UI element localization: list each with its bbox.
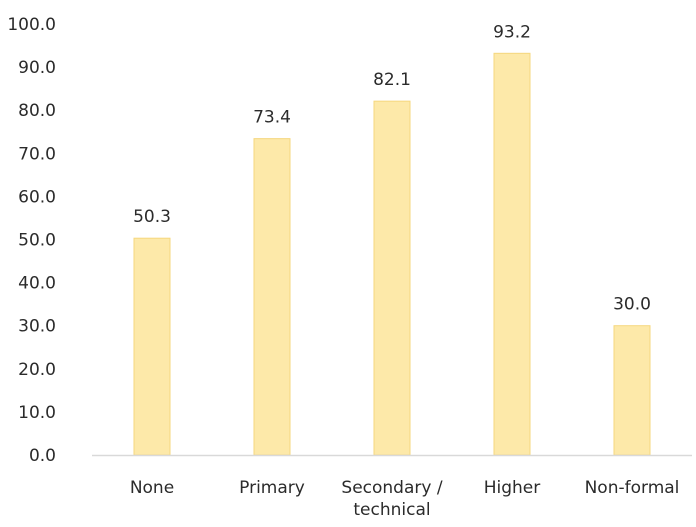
bar-higher [493, 52, 531, 456]
y-tick-label: 80.0 [18, 101, 56, 121]
y-tick-label: 70.0 [18, 144, 56, 164]
x-tick-label-line: Non-formal [585, 478, 680, 498]
y-tick-label: 30.0 [18, 317, 56, 337]
x-tick-label: Secondary / technical [341, 478, 442, 520]
data-label: 50.3 [133, 207, 171, 227]
x-axis: None Primary Secondary / technical Higher Non… [130, 478, 680, 520]
x-tick-label: Non-formal [585, 478, 680, 498]
data-label: 82.1 [373, 70, 411, 90]
bar-series [133, 52, 651, 456]
bar-secondary-technical [373, 100, 411, 456]
data-label: 93.2 [493, 22, 531, 42]
y-tick-label: 0.0 [29, 446, 56, 466]
x-tick-label-line: technical [353, 500, 430, 520]
x-tick-label: None [130, 478, 174, 498]
y-tick-label: 40.0 [18, 274, 56, 294]
x-tick-label: Primary [239, 478, 305, 498]
y-tick-label: 90.0 [18, 58, 56, 78]
data-label: 30.0 [613, 295, 651, 315]
data-labels: 50.3 73.4 82.1 93.2 30.0 [133, 22, 651, 314]
x-tick-label-line: Secondary / [341, 478, 442, 498]
y-tick-label: 20.0 [18, 360, 56, 380]
y-axis: 0.0 10.0 20.0 30.0 40.0 50.0 60.0 70.0 80.0 90.0 1… [7, 15, 56, 466]
data-label: 73.4 [253, 108, 291, 128]
y-tick-label: 50.0 [18, 231, 56, 251]
x-tick-label: Higher [484, 478, 541, 498]
x-tick-label-line: None [130, 478, 174, 498]
y-tick-label: 10.0 [18, 403, 56, 423]
y-tick-label: 60.0 [18, 187, 56, 207]
bar-primary [253, 138, 291, 456]
bar-none [133, 237, 171, 456]
y-tick-label: 100.0 [7, 15, 56, 35]
bar-non-formal [613, 325, 651, 456]
x-tick-label-line: Higher [484, 478, 541, 498]
x-tick-label-line: Primary [239, 478, 305, 498]
